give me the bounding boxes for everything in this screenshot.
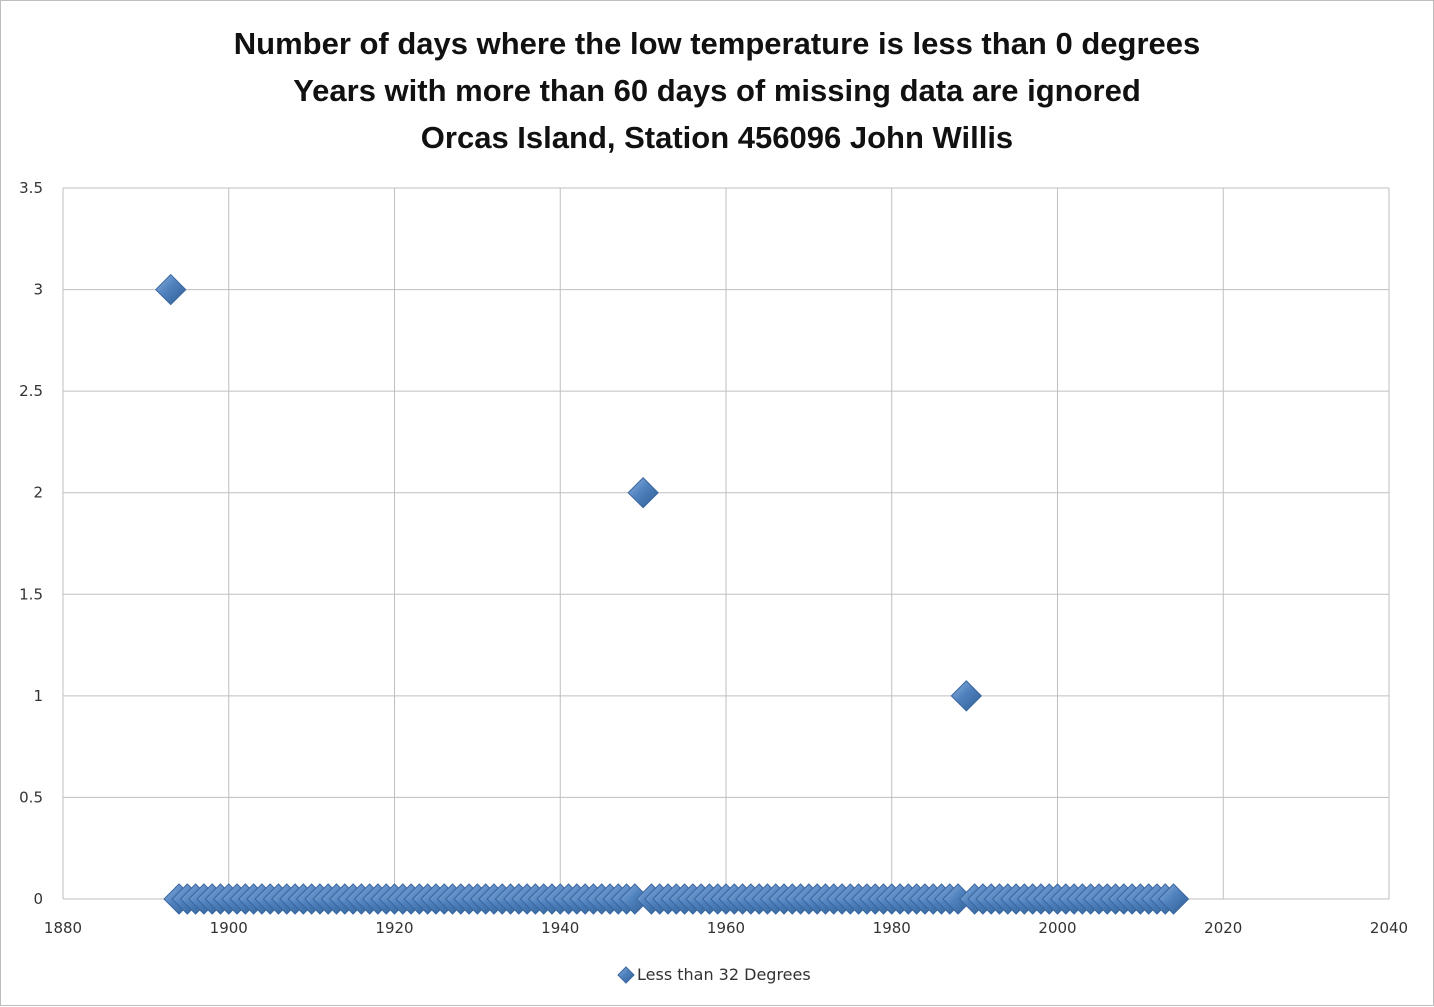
x-tick-label: 1940 [541, 919, 579, 937]
data-points [155, 273, 1190, 915]
x-tick-label: 1900 [210, 919, 248, 937]
x-tick-label: 1980 [873, 919, 911, 937]
data-point-diamond [950, 680, 983, 712]
data-point-diamond [627, 477, 659, 509]
chart-title: Number of days where the low temperature… [234, 26, 1200, 155]
data-point-diamond [155, 273, 187, 306]
y-tick-label: 3.5 [19, 179, 43, 197]
x-tick-label: 1880 [44, 919, 82, 937]
chart-title-line-2: Years with more than 60 days of missing … [293, 73, 1141, 108]
y-tick-label: 2 [33, 484, 43, 502]
x-tick-label: 2000 [1038, 919, 1076, 937]
chart-title-line-3: Orcas Island, Station 456096 John Willis [421, 120, 1013, 155]
legend-marker-diamond [617, 966, 635, 984]
y-tick-label: 0.5 [19, 788, 43, 806]
data-point-diamond [1157, 883, 1190, 915]
vertical-gridlines [62, 188, 1390, 899]
x-tick-label: 2040 [1370, 919, 1408, 937]
chart-title-line-1: Number of days where the low temperature… [234, 26, 1200, 61]
y-axis-tick-labels: 0 0.5 1 1.5 2 2.5 3 3.5 [19, 179, 43, 908]
y-tick-label: 1 [33, 687, 43, 705]
y-tick-label: 1.5 [19, 585, 43, 603]
legend-label: Less than 32 Degrees [637, 965, 811, 984]
x-tick-label: 2020 [1204, 919, 1242, 937]
y-tick-label: 2.5 [19, 382, 43, 400]
x-tick-label: 1960 [707, 919, 745, 937]
x-tick-label: 1920 [375, 919, 413, 937]
y-tick-label: 0 [33, 890, 43, 908]
x-axis-tick-labels: 1880 1900 1920 1940 1960 1980 2000 2020 2040 [44, 919, 1408, 937]
y-tick-label: 3 [33, 281, 43, 299]
legend: Less than 32 Degrees [617, 965, 811, 984]
